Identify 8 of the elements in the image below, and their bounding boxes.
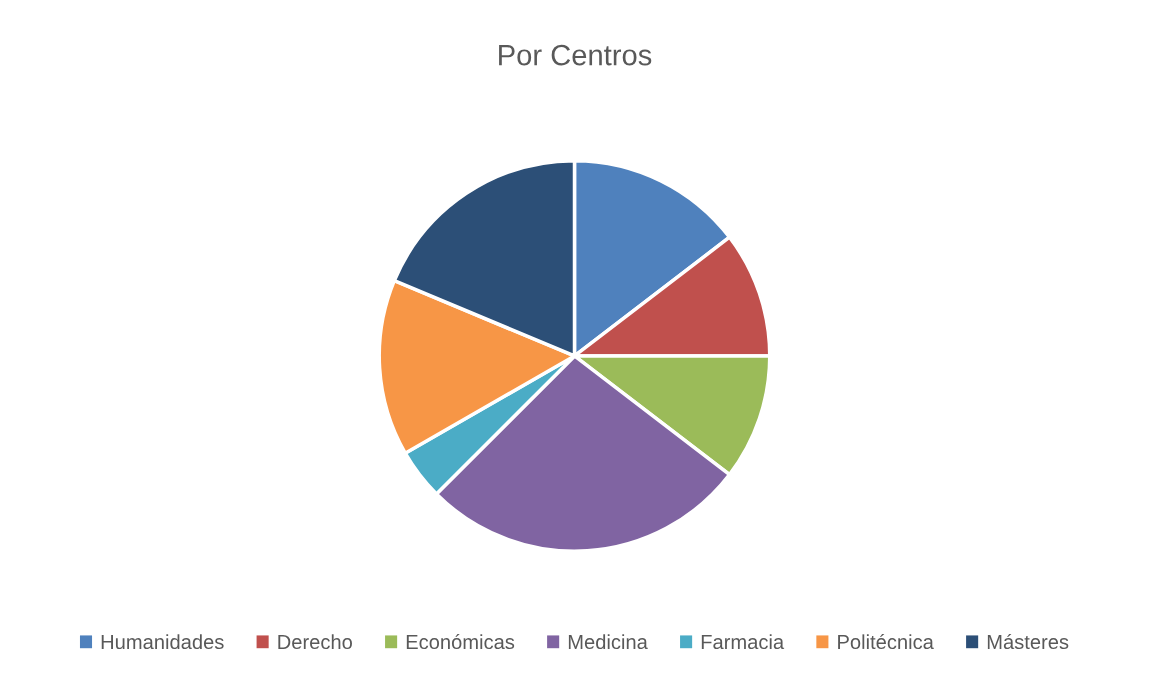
legend-label: Farmacia <box>701 634 785 650</box>
chart-title: Por Centros <box>499 44 652 66</box>
legend-label: Económicas <box>406 634 515 650</box>
legend-label: Derecho <box>278 634 352 650</box>
legend-label: Másteres <box>987 634 1069 650</box>
legend-label: Humanidades <box>101 634 224 650</box>
legend-label: Politécnica <box>838 634 934 650</box>
legend-label: Medicina <box>568 634 648 650</box>
